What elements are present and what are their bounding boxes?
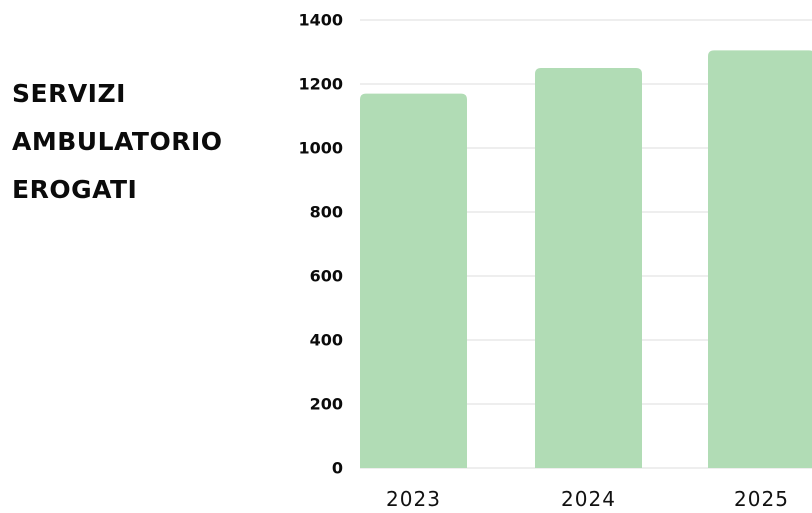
- y-tick-label-800: 800: [310, 203, 343, 222]
- chart-title-line-1: SERVIZI: [12, 79, 126, 108]
- x-tick-label-2025: 2025: [734, 487, 789, 511]
- y-tick-label-600: 600: [310, 267, 343, 286]
- bar-2023: [360, 93, 467, 468]
- x-axis-ticks: 2023 2024 2025: [386, 487, 789, 511]
- bars: [360, 50, 812, 468]
- y-axis-ticks: 0 200 400 600 800 1000 1200 1400: [298, 11, 343, 478]
- y-tick-label-1400: 1400: [298, 11, 343, 30]
- bar-2025: [708, 50, 812, 468]
- x-tick-label-2024: 2024: [561, 487, 616, 511]
- y-tick-label-400: 400: [310, 331, 343, 350]
- y-tick-label-1200: 1200: [298, 75, 343, 94]
- y-tick-label-200: 200: [310, 395, 343, 414]
- y-tick-label-0: 0: [332, 459, 343, 478]
- y-tick-label-1000: 1000: [298, 139, 343, 158]
- chart-title-line-3: EROGATI: [12, 175, 138, 204]
- chart-title: SERVIZI AMBULATORIO EROGATI: [12, 70, 223, 214]
- x-tick-label-2023: 2023: [386, 487, 441, 511]
- bar-2024: [535, 68, 642, 468]
- chart-title-line-2: AMBULATORIO: [12, 127, 223, 156]
